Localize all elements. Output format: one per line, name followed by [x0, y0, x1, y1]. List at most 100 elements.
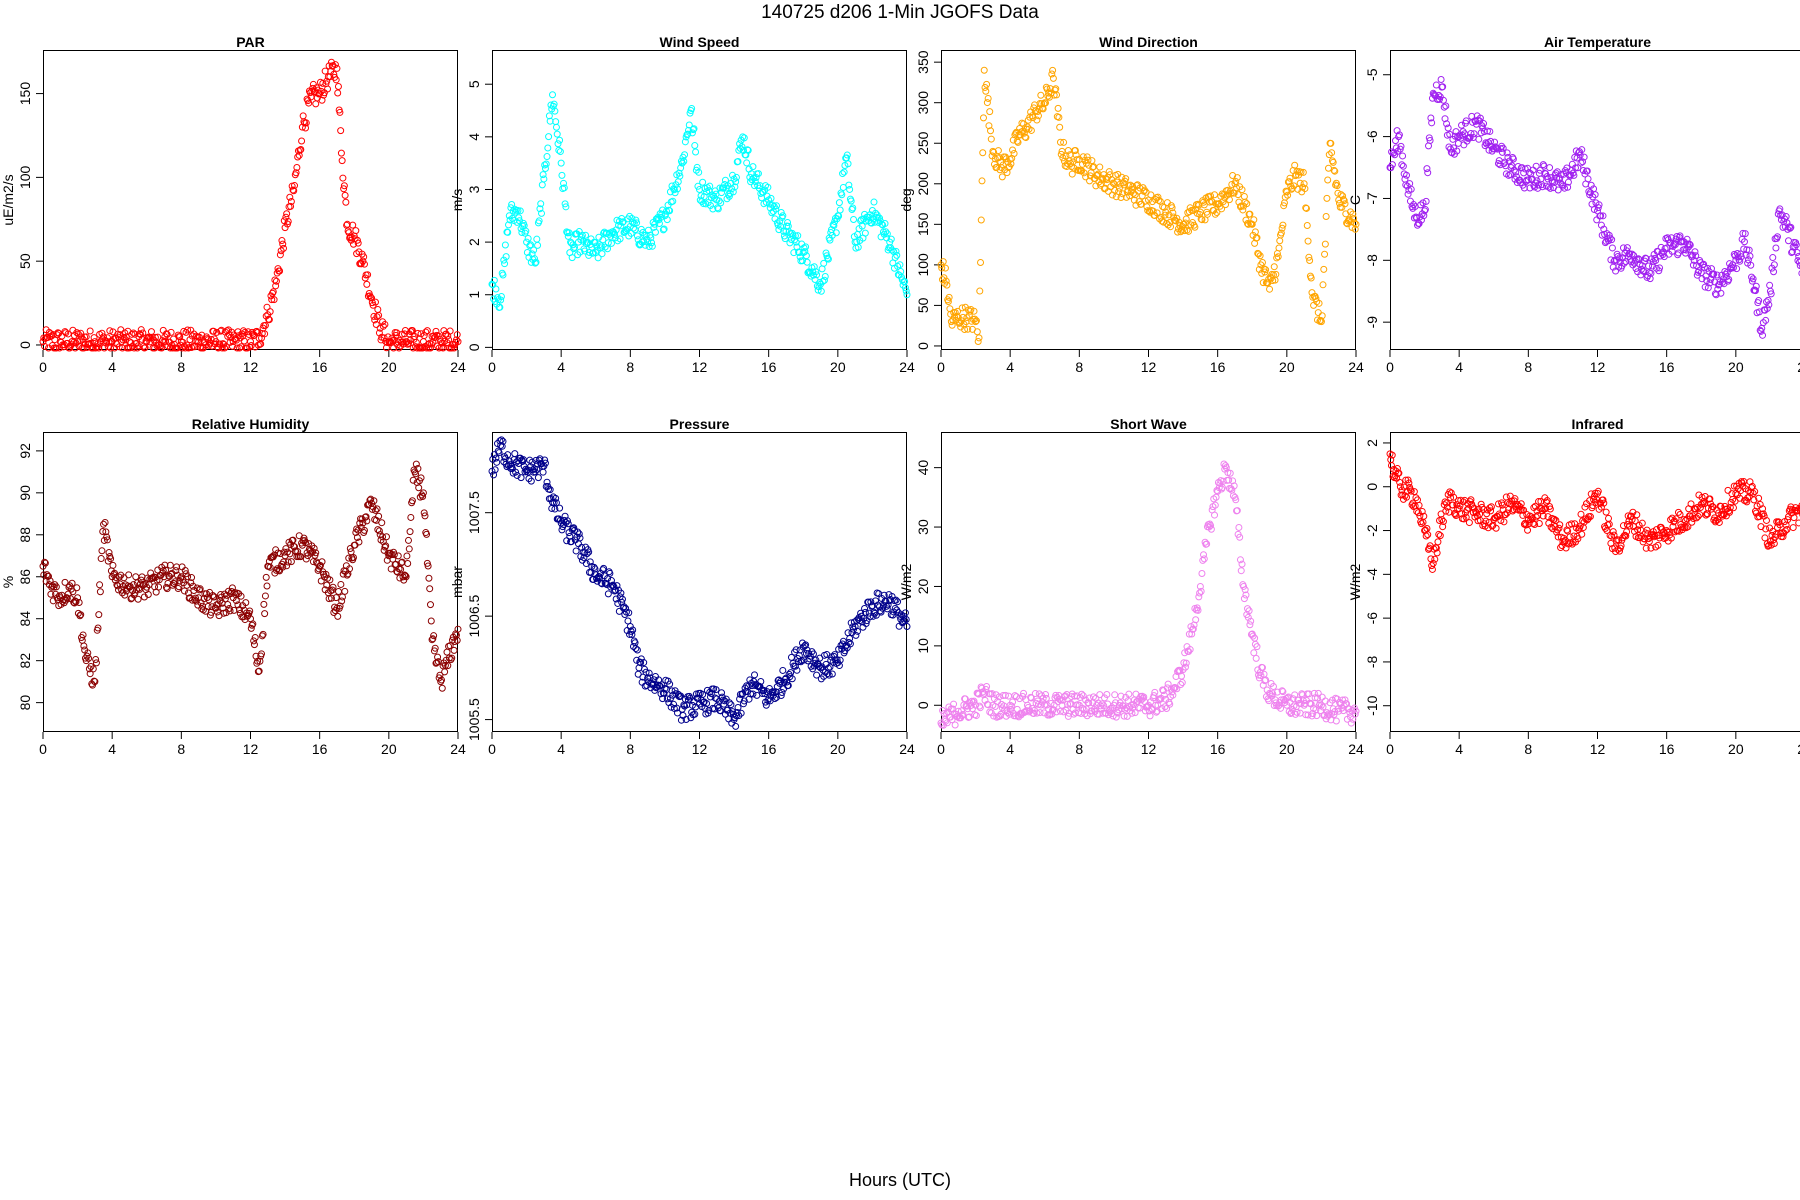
sample-point — [85, 654, 93, 662]
sample-point — [1622, 532, 1630, 540]
sample-point — [849, 204, 857, 212]
sample-point — [640, 659, 648, 667]
sample-point — [1068, 170, 1076, 178]
data-point — [574, 238, 582, 246]
x-tick-label: 24 — [1348, 741, 1364, 757]
sample-point — [1346, 208, 1354, 216]
sample-point — [309, 558, 317, 566]
sample-point — [970, 307, 978, 315]
x-tick-label: 20 — [1279, 741, 1295, 757]
sample-point — [506, 461, 514, 469]
sample-point — [1039, 694, 1047, 702]
sample-point — [1328, 149, 1336, 157]
sample-point — [118, 589, 126, 597]
sample-point — [854, 243, 862, 251]
sample-point — [1717, 502, 1725, 510]
sample-point — [1717, 289, 1725, 297]
sample-point — [1564, 183, 1572, 191]
sample-point — [433, 659, 441, 667]
sample-point — [740, 697, 748, 705]
sample-point — [1048, 70, 1056, 78]
sample-point — [226, 607, 234, 615]
sample-point — [189, 582, 197, 590]
sample-point — [299, 112, 307, 120]
sample-point — [1010, 150, 1018, 158]
sample-point — [366, 496, 374, 504]
sample-point — [1441, 115, 1449, 123]
sample-point — [983, 80, 991, 88]
sample-point — [343, 571, 351, 579]
sample-point — [1397, 142, 1405, 150]
sample-point — [524, 234, 532, 242]
sample-point — [1269, 683, 1277, 691]
sample-point — [1109, 179, 1117, 187]
data-point — [488, 280, 496, 288]
plot-frame — [941, 50, 1356, 350]
sample-point — [1299, 168, 1307, 176]
sample-point — [1185, 647, 1193, 655]
sample-point — [404, 560, 412, 568]
sample-point — [737, 709, 745, 717]
sample-point — [354, 239, 362, 247]
sample-point — [276, 251, 284, 259]
sample-point — [362, 513, 370, 521]
sample-point — [1621, 531, 1629, 539]
panel-par: PAR 0 4 8 12 16 20 24 0 50 100 150 uE/m2/s — [0, 34, 466, 375]
sample-point — [1279, 688, 1287, 696]
sample-point — [1737, 253, 1745, 261]
sample-point — [1222, 201, 1230, 209]
y-tick-label: 30 — [915, 519, 931, 535]
sample-point — [1123, 712, 1131, 720]
sample-point — [1422, 532, 1430, 540]
sample-point — [1626, 522, 1634, 530]
y-tick-label: 0 — [915, 342, 931, 350]
data-point — [626, 622, 634, 630]
sample-point — [594, 254, 602, 262]
sample-point — [1579, 166, 1587, 174]
sample-point — [224, 332, 232, 340]
y-tick-label: 150 — [17, 82, 33, 106]
data-point — [1023, 123, 1031, 131]
sample-point — [553, 130, 561, 138]
data-point — [531, 259, 539, 267]
sample-point — [434, 653, 442, 661]
sample-point — [188, 574, 196, 582]
sample-point — [139, 329, 147, 337]
sample-point — [1031, 690, 1039, 698]
sample-point — [1470, 130, 1478, 138]
sample-point — [251, 634, 259, 642]
sample-point — [1170, 213, 1178, 221]
sample-point — [1440, 103, 1448, 111]
data-point — [1248, 220, 1256, 228]
sample-point — [1552, 516, 1560, 524]
sample-point — [228, 342, 236, 350]
sample-point — [401, 572, 409, 580]
sample-point — [751, 682, 759, 690]
sample-point — [249, 620, 257, 628]
sample-point — [1225, 476, 1233, 484]
sample-point — [1418, 507, 1426, 515]
sample-point — [337, 127, 345, 135]
sample-point — [847, 619, 855, 627]
sample-point — [1442, 102, 1450, 110]
sample-point — [968, 697, 976, 705]
data-point — [1222, 464, 1230, 472]
sample-point — [336, 602, 344, 610]
x-tick-label: 16 — [1659, 359, 1675, 375]
sample-point — [429, 635, 437, 643]
data-point — [972, 318, 980, 326]
sample-point — [1350, 219, 1358, 227]
sample-point — [1085, 161, 1093, 169]
sample-point — [302, 539, 310, 547]
sample-point — [246, 607, 254, 615]
sample-point — [596, 241, 604, 249]
sample-point — [1672, 515, 1680, 523]
sample-point — [1449, 501, 1457, 509]
sample-point — [1255, 250, 1263, 258]
y-tick-label: 92 — [17, 443, 33, 459]
sample-point — [1685, 240, 1693, 248]
sample-point — [892, 247, 900, 255]
sample-point — [631, 226, 639, 234]
sample-point — [121, 591, 129, 599]
sample-point — [522, 227, 530, 235]
